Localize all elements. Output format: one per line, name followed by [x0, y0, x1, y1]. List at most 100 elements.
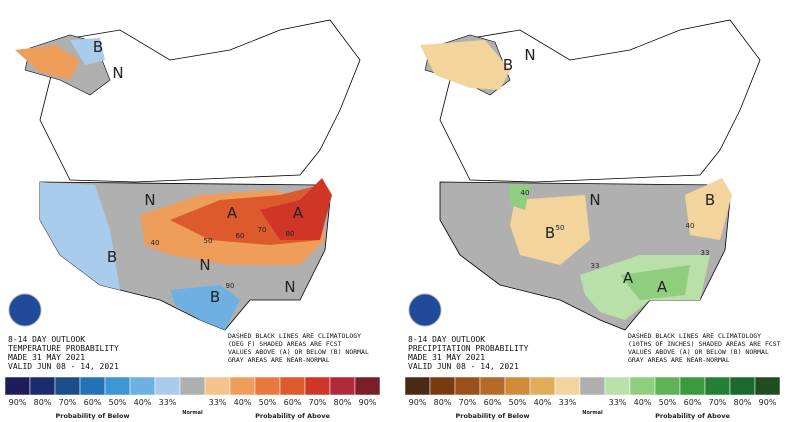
legend-label: 90%: [9, 398, 27, 407]
note-line: GRAY AREAS ARE NEAR-NORMAL: [228, 356, 330, 364]
map-label: B: [107, 248, 117, 266]
map-label: N: [284, 278, 295, 296]
title-line: MADE 31 MAY 2021: [8, 353, 85, 362]
legend-label: 50%: [259, 398, 277, 407]
legend-swatch: [179, 376, 206, 396]
map-label: 80: [286, 230, 295, 238]
legend-swatch: [429, 376, 456, 396]
legend-label: 33%: [609, 398, 627, 407]
legend-swatch: [54, 376, 81, 396]
legend-swatch: [404, 376, 431, 396]
legend-swatch: [29, 376, 56, 396]
legend-title: Normal: [182, 410, 203, 416]
map-label: N: [524, 46, 535, 64]
legend-label: 33%: [209, 398, 227, 407]
legend-swatch: [479, 376, 506, 396]
legend-swatch: [154, 376, 181, 396]
title-line: MADE 31 MAY 2021: [408, 353, 485, 362]
legend-swatch: [104, 376, 131, 396]
map-label: B: [545, 224, 555, 242]
legend-label: 80%: [434, 398, 452, 407]
legend-label: 40%: [234, 398, 252, 407]
alaska-tan: [420, 40, 510, 90]
map-label: N: [112, 64, 123, 82]
note-line: DASHED BLACK LINES ARE CLIMATOLOGY: [228, 332, 361, 340]
noaa-logo: [8, 293, 42, 327]
legend-label: 50%: [659, 398, 677, 407]
alaska-orange: [15, 45, 80, 80]
map-label: A: [657, 278, 668, 296]
canada-outline: [439, 19, 761, 183]
legend-swatch: [554, 376, 581, 396]
legend-swatch: [129, 376, 156, 396]
canada-outline: [39, 19, 361, 183]
legend-swatch: [504, 376, 531, 396]
legend-label: 80%: [734, 398, 752, 407]
legend-title: Probability of Above: [255, 412, 330, 420]
legend-label: 50%: [509, 398, 527, 407]
legend-label: 60%: [484, 398, 502, 407]
se-green: [620, 265, 690, 300]
legend-swatch: [754, 376, 781, 396]
legend-swatch: [704, 376, 731, 396]
title-line: VALID JUN 08 - 14, 2021: [8, 362, 119, 371]
east-tan: [685, 178, 732, 240]
legend-label: 40%: [634, 398, 652, 407]
map-label: 50: [556, 224, 565, 232]
legend-swatch: [629, 376, 656, 396]
legend-swatch: [679, 376, 706, 396]
legend-title: Probability of Below: [55, 412, 129, 420]
map-label: 60: [236, 232, 245, 240]
note-line: (DEG F) SHADED AREAS ARE FCST: [228, 340, 342, 348]
map-label: B: [210, 288, 220, 306]
map-label: A: [227, 204, 238, 222]
legend-label: 33%: [559, 398, 577, 407]
map-label: 90: [226, 282, 235, 290]
legend-swatch: [329, 376, 356, 396]
map-label: B: [503, 56, 513, 74]
legend-swatch: [529, 376, 556, 396]
legend-label: 60%: [684, 398, 702, 407]
legend-swatch: [304, 376, 331, 396]
legend-label: 60%: [84, 398, 102, 407]
legend-swatch: [454, 376, 481, 396]
legend-swatch: [729, 376, 756, 396]
legend-swatch: [279, 376, 306, 396]
legend-label: 70%: [459, 398, 477, 407]
note-line: DASHED BLACK LINES ARE CLIMATOLOGY: [628, 332, 761, 340]
map-label: B: [93, 38, 103, 56]
legend-swatch: [254, 376, 281, 396]
map-label: 33: [591, 262, 600, 270]
map-label: N: [144, 191, 155, 209]
legend-label: 70%: [59, 398, 77, 407]
legend-label: 70%: [309, 398, 327, 407]
map-label: 40: [151, 239, 160, 247]
legend-swatch: [79, 376, 106, 396]
map-label: N: [589, 191, 600, 209]
legend-swatch: [4, 376, 31, 396]
legend-label: 50%: [109, 398, 127, 407]
alaska-blue: [70, 38, 105, 65]
noaa-logo: [408, 293, 442, 327]
legend-title: Probability of Below: [455, 412, 529, 420]
legend-label: 40%: [534, 398, 552, 407]
legend-label: 90%: [409, 398, 427, 407]
map-label: A: [623, 269, 634, 287]
map-label: A: [293, 204, 304, 222]
legend-swatch: [354, 376, 381, 396]
map-label: N: [199, 256, 210, 274]
legend-label: 90%: [759, 398, 777, 407]
map-label: B: [705, 191, 715, 209]
legend-label: 90%: [359, 398, 377, 407]
legend-label: 33%: [159, 398, 177, 407]
legend-swatch: [204, 376, 231, 396]
note-line: VALUES ABOVE (A) OR BELOW (B) NORMAL: [628, 348, 769, 356]
legend-label: 40%: [134, 398, 152, 407]
note-line: VALUES ABOVE (A) OR BELOW (B) NORMAL: [228, 348, 369, 356]
legend-title: Probability of Above: [655, 412, 730, 420]
west-tan: [510, 195, 590, 265]
east-red: [260, 178, 332, 240]
title-line: PRECIPITATION PROBABILITY: [408, 344, 529, 353]
